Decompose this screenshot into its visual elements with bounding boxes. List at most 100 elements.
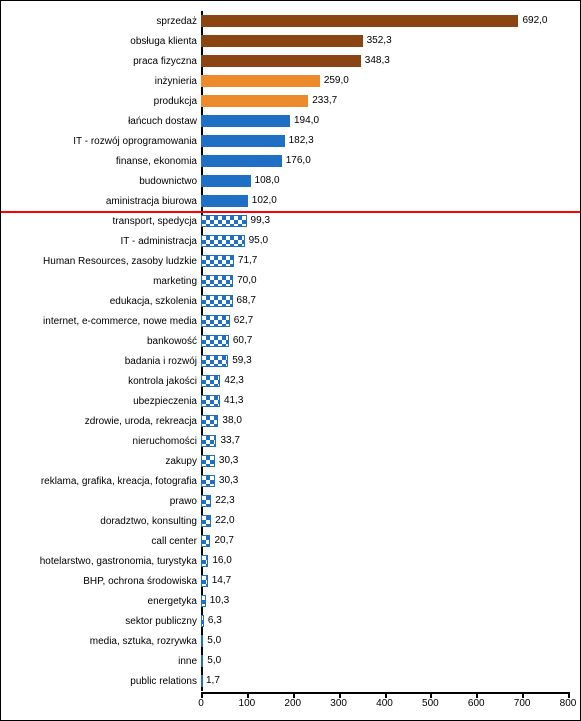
bar-plot-cell: 99,3: [201, 214, 576, 228]
bar-value: 41,3: [220, 394, 243, 408]
bar-row: łańcuch dostaw 194,0: [1, 111, 576, 131]
bar: [201, 575, 208, 587]
bar-row: zakupy30,3: [1, 451, 576, 471]
bar-row: zdrowie, uroda, rekreacja38,0: [1, 411, 576, 431]
bar-plot-cell: 68,7: [201, 294, 576, 308]
bar-value: 692,0: [518, 14, 547, 28]
bar-label: media, sztuka, rozrywka: [1, 636, 201, 647]
bar-value: 1,7: [202, 674, 220, 688]
bar-value: 6,3: [204, 614, 222, 628]
bar-value: 71,7: [234, 254, 257, 268]
x-tick-label: 600: [468, 698, 485, 709]
x-tick-label: 0: [198, 698, 204, 709]
bar: [201, 295, 233, 307]
bar-row: praca fizyczna 348,3: [1, 51, 576, 71]
bar-row: nieruchomości33,7: [1, 431, 576, 451]
bar-plot-cell: 108,0: [201, 174, 576, 188]
bar-label: badania i rozwój: [1, 356, 201, 367]
bar-label: praca fizyczna: [1, 56, 201, 67]
bar: [201, 535, 210, 547]
bar-plot-cell: 71,7: [201, 254, 576, 268]
bar-value: 14,7: [208, 574, 231, 588]
bar-value: 68,7: [233, 294, 256, 308]
bar-row: transport, spedycja 99,3: [1, 211, 576, 231]
bar-row: bankowość60,7: [1, 331, 576, 351]
x-tick-label: 400: [376, 698, 393, 709]
bar-label: prawo: [1, 496, 201, 507]
bar: [201, 375, 220, 387]
bar-plot-cell: 30,3: [201, 454, 576, 468]
bar-label: call center: [1, 536, 201, 547]
bar-value: 99,3: [247, 214, 270, 228]
bar: [201, 255, 234, 267]
bar: [201, 335, 229, 347]
bar-row: media, sztuka, rozrywka5,0: [1, 631, 576, 651]
bar-row: internet, e-commerce, nowe media62,7: [1, 311, 576, 331]
bar-label: sektor publiczny: [1, 616, 201, 627]
bar-value: 38,0: [218, 414, 241, 428]
bar-row: budownictwo108,0: [1, 171, 576, 191]
bar-label: inżynieria: [1, 76, 201, 87]
x-tick-label: 700: [514, 698, 531, 709]
bar-plot-cell: 352,3: [201, 34, 576, 48]
bar-plot-cell: 38,0: [201, 414, 576, 428]
bar-plot-cell: 22,3: [201, 494, 576, 508]
bar-plot-cell: 62,7: [201, 314, 576, 328]
bar-row: obsługa klienta352,3: [1, 31, 576, 51]
bar: [201, 515, 211, 527]
bar-row: inżynieria259,0: [1, 71, 576, 91]
bar-row: marketing70,0: [1, 271, 576, 291]
bar-row: public relations1,7: [1, 671, 576, 691]
bar-plot-cell: 33,7: [201, 434, 576, 448]
bar: [201, 55, 361, 67]
bar-row: sprzedaż692,0: [1, 11, 576, 31]
bar-value: 62,7: [230, 314, 253, 328]
bar: [201, 95, 308, 107]
bar: [201, 175, 251, 187]
bar-label: łańcuch dostaw: [1, 116, 201, 127]
bar: [201, 235, 245, 247]
bar-label: IT - administracja: [1, 236, 201, 247]
bar-plot-cell: 14,7: [201, 574, 576, 588]
bar-plot-cell: 41,3: [201, 394, 576, 408]
bar-label: ubezpieczenia: [1, 396, 201, 407]
bar-row: badania i rozwój 59,3: [1, 351, 576, 371]
bar-label: inne: [1, 656, 201, 667]
bar-row: BHP, ochrona środowiska 14,7: [1, 571, 576, 591]
x-tick-label: 300: [330, 698, 347, 709]
bar-row: kontrola jakości42,3: [1, 371, 576, 391]
bar-row: energetyka10,3: [1, 591, 576, 611]
bar-label: public relations: [1, 676, 201, 687]
bar-plot-cell: 16,0: [201, 554, 576, 568]
bar-value: 20,7: [210, 534, 233, 548]
bar: [201, 75, 320, 87]
x-axis: 0100200300400500600700800: [201, 692, 570, 712]
bar-label: budownictwo: [1, 176, 201, 187]
bar-row: aministracja biurowa102,0: [1, 191, 576, 211]
bar: [201, 395, 220, 407]
bar-plot-cell: 60,7: [201, 334, 576, 348]
bar: [201, 355, 228, 367]
chart-container: sprzedaż692,0obsługa klienta352,3praca f…: [0, 0, 581, 721]
bar: [201, 15, 518, 27]
bar-plot-cell: 59,3: [201, 354, 576, 368]
bar-label: Human Resources, zasoby ludzkie: [1, 256, 201, 267]
bar-value: 16,0: [208, 554, 231, 568]
bar-plot-cell: 30,3: [201, 474, 576, 488]
bar: [201, 415, 218, 427]
bar-value: 348,3: [361, 54, 390, 68]
bar-value: 5,0: [203, 654, 221, 668]
bar-plot-cell: 259,0: [201, 74, 576, 88]
bar-value: 194,0: [290, 114, 319, 128]
bar: [201, 195, 248, 207]
bar-rows: sprzedaż692,0obsługa klienta352,3praca f…: [1, 11, 576, 691]
bar-label: doradztwo, konsulting: [1, 516, 201, 527]
bar-value: 59,3: [228, 354, 251, 368]
bar-row: reklama, grafika, kreacja, fotografia30,…: [1, 471, 576, 491]
bar-row: Human Resources, zasoby ludzkie 71,7: [1, 251, 576, 271]
bar-row: prawo22,3: [1, 491, 576, 511]
bar-label: transport, spedycja: [1, 216, 201, 227]
bar-value: 70,0: [233, 274, 256, 288]
bar-label: BHP, ochrona środowiska: [1, 576, 201, 587]
bar: [201, 315, 230, 327]
